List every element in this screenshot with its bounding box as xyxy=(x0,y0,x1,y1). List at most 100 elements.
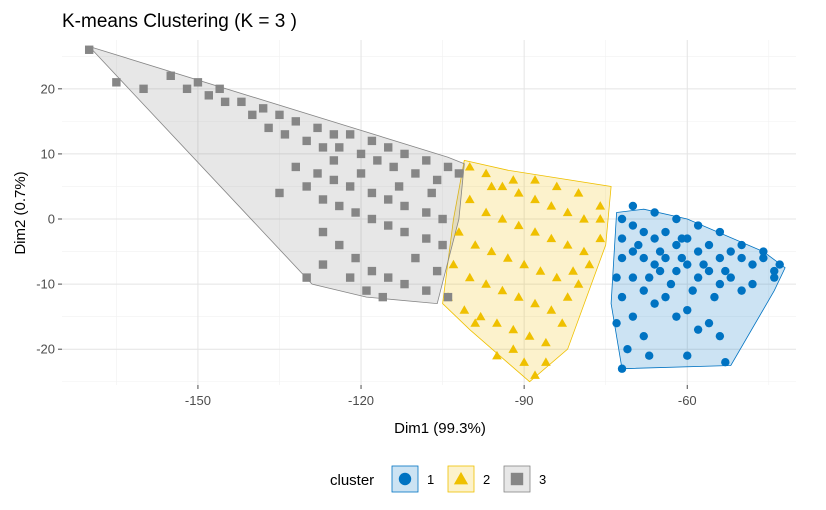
legend-marker-1 xyxy=(398,472,412,486)
point-cluster-1 xyxy=(612,273,621,282)
point-cluster-2 xyxy=(562,292,573,301)
point-cluster-1 xyxy=(737,286,746,295)
point-cluster-3 xyxy=(384,143,393,152)
point-cluster-3 xyxy=(220,97,230,107)
point-cluster-1 xyxy=(617,214,627,224)
point-cluster-2 xyxy=(464,272,475,282)
point-cluster-1 xyxy=(655,266,665,276)
point-cluster-1 xyxy=(617,292,627,302)
legend-title: cluster xyxy=(330,472,374,489)
point-cluster-3 xyxy=(351,208,360,217)
point-cluster-1 xyxy=(748,260,757,269)
point-cluster-1 xyxy=(645,351,654,360)
point-cluster-1 xyxy=(672,312,681,321)
point-cluster-3 xyxy=(443,292,453,302)
point-cluster-3 xyxy=(313,169,322,178)
point-cluster-2 xyxy=(497,214,508,223)
point-cluster-3 xyxy=(291,117,300,126)
point-cluster-2 xyxy=(595,201,606,210)
point-cluster-3 xyxy=(258,104,268,113)
point-cluster-3 xyxy=(166,71,175,81)
point-cluster-1 xyxy=(715,227,725,237)
point-cluster-1 xyxy=(721,358,730,367)
point-cluster-3 xyxy=(400,279,409,289)
point-cluster-3 xyxy=(318,143,328,152)
point-cluster-1 xyxy=(628,273,638,282)
point-cluster-3 xyxy=(84,45,94,54)
point-cluster-2 xyxy=(568,266,578,275)
point-cluster-3 xyxy=(313,123,322,133)
point-cluster-3 xyxy=(139,84,148,94)
point-cluster-1 xyxy=(655,247,665,256)
point-cluster-1 xyxy=(672,266,681,276)
point-cluster-1 xyxy=(770,273,779,282)
point-cluster-2 xyxy=(562,207,573,217)
point-cluster-3 xyxy=(356,149,366,159)
point-cluster-3 xyxy=(329,156,339,165)
point-cluster-1 xyxy=(617,364,627,373)
point-cluster-3 xyxy=(248,110,257,120)
point-cluster-1 xyxy=(628,221,638,230)
point-cluster-3 xyxy=(378,292,387,302)
point-cluster-2 xyxy=(459,305,470,314)
point-cluster-2 xyxy=(551,272,562,282)
point-cluster-2 xyxy=(546,201,557,210)
point-cluster-3 xyxy=(400,227,409,237)
point-cluster-2 xyxy=(573,279,584,288)
point-cluster-3 xyxy=(367,136,377,146)
point-cluster-3 xyxy=(318,260,328,269)
point-cluster-1 xyxy=(639,227,648,237)
x-tick-label: -60 xyxy=(678,393,697,408)
point-cluster-1 xyxy=(704,240,714,250)
point-cluster-1 xyxy=(759,253,768,263)
point-cluster-3 xyxy=(335,201,344,211)
point-cluster-3 xyxy=(422,156,431,165)
point-cluster-1 xyxy=(677,234,687,243)
point-cluster-2 xyxy=(481,279,491,288)
point-cluster-2 xyxy=(546,305,557,314)
point-cluster-2 xyxy=(464,194,475,204)
point-cluster-1 xyxy=(759,247,768,256)
point-cluster-3 xyxy=(411,169,420,178)
point-cluster-3 xyxy=(373,156,382,165)
point-cluster-1 xyxy=(628,247,638,256)
point-cluster-1 xyxy=(639,253,648,263)
legend-label-3: 3 xyxy=(539,472,546,487)
y-axis-ticks: -20 -10 0 10 20 xyxy=(36,81,62,357)
point-cluster-3 xyxy=(367,214,377,224)
point-cluster-3 xyxy=(318,195,328,204)
point-cluster-3 xyxy=(302,136,311,146)
chart-title: K-means Clustering (K = 3 ) xyxy=(62,11,297,32)
point-cluster-1 xyxy=(628,201,638,211)
point-cluster-1 xyxy=(677,253,687,263)
point-cluster-2 xyxy=(464,162,475,171)
point-cluster-3 xyxy=(302,182,311,191)
point-cluster-3 xyxy=(422,234,431,243)
point-cluster-2 xyxy=(530,175,540,184)
data-points xyxy=(84,45,784,379)
point-cluster-2 xyxy=(541,337,551,347)
point-cluster-2 xyxy=(513,292,524,301)
point-cluster-3 xyxy=(112,78,121,87)
point-cluster-2 xyxy=(492,318,502,327)
point-cluster-1 xyxy=(715,253,725,263)
point-cluster-3 xyxy=(345,130,355,139)
point-cluster-2 xyxy=(562,240,573,249)
point-cluster-1 xyxy=(715,279,725,289)
point-cluster-3 xyxy=(367,188,377,198)
point-cluster-1 xyxy=(650,260,659,269)
point-cluster-1 xyxy=(650,299,659,308)
point-cluster-2 xyxy=(535,266,546,275)
point-cluster-1 xyxy=(721,266,730,276)
point-cluster-2 xyxy=(519,357,529,366)
point-cluster-3 xyxy=(193,78,203,87)
point-cluster-3 xyxy=(384,273,393,282)
point-cluster-2 xyxy=(513,188,524,197)
point-cluster-2 xyxy=(486,246,497,256)
point-cluster-1 xyxy=(666,279,676,289)
point-cluster-1 xyxy=(661,253,670,263)
point-cluster-3 xyxy=(400,201,409,211)
point-cluster-2 xyxy=(486,181,497,191)
point-cluster-3 xyxy=(438,214,447,224)
point-cluster-1 xyxy=(639,331,648,341)
